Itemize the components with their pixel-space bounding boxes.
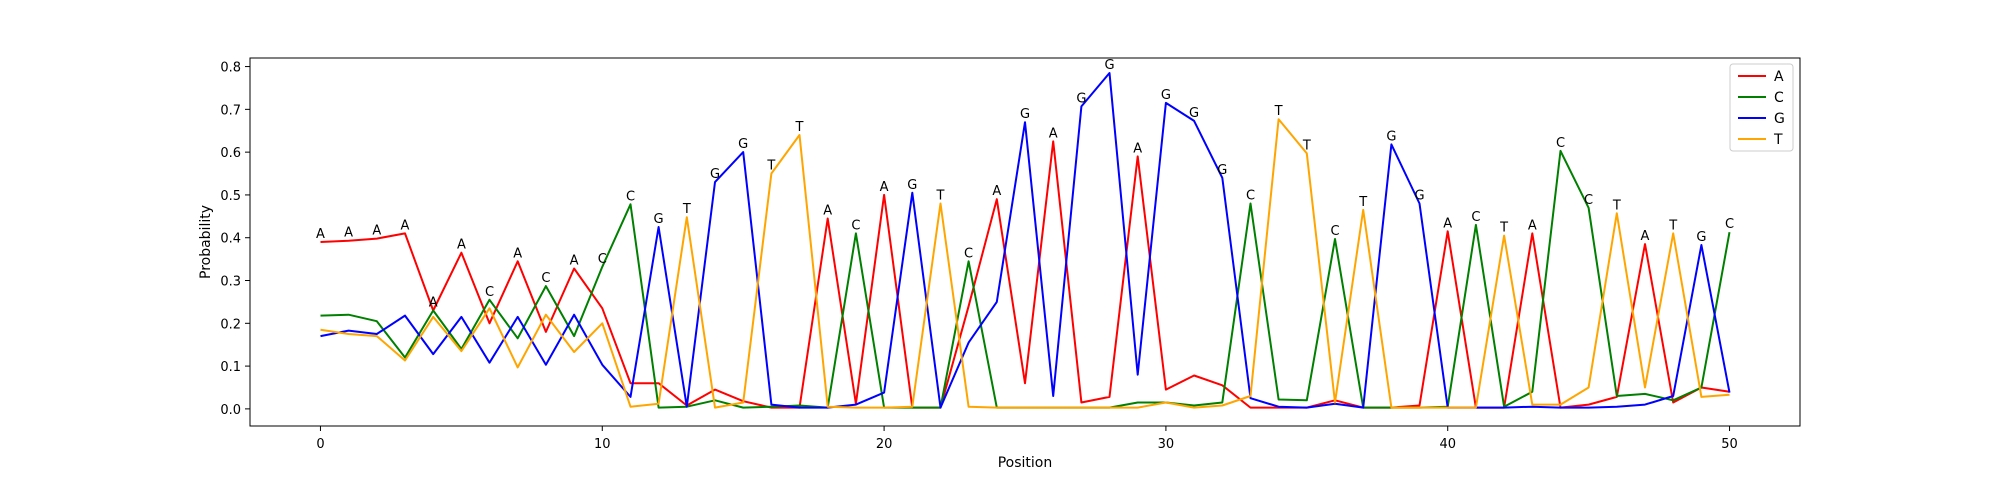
y-tick-label: 0.7 [220, 103, 241, 118]
x-tick-label: 30 [1158, 437, 1175, 452]
x-tick-label: 10 [594, 437, 611, 452]
peak-label: T [1274, 104, 1283, 119]
y-tick-label: 0.4 [220, 232, 241, 247]
y-tick-label: 0.2 [220, 317, 241, 332]
peak-label: C [1725, 217, 1734, 232]
peak-label: C [1330, 224, 1339, 239]
peak-label: G [654, 212, 664, 227]
y-axis-ticks: 0.0 0.1 0.2 0.3 0.4 0.5 0.6 0.7 0.8 [220, 61, 250, 418]
peak-label: C [1471, 210, 1480, 225]
y-tick-label: 0.8 [220, 61, 241, 76]
peak-label: G [1217, 163, 1227, 178]
y-tick-label: 0.1 [220, 360, 241, 375]
peak-label: G [1076, 91, 1086, 106]
x-tick-label: 50 [1721, 437, 1738, 452]
peak-label: C [1246, 189, 1255, 204]
x-tick-label: 20 [876, 437, 893, 452]
peak-label: A [1641, 229, 1650, 244]
peak-label: C [626, 189, 635, 204]
peak-label: A [372, 224, 381, 239]
peak-label: A [880, 180, 889, 195]
peak-label: T [795, 120, 804, 135]
peak-label: A [344, 226, 353, 241]
peak-label: T [1358, 195, 1367, 210]
peak-label: A [992, 184, 1001, 199]
peak-label: A [457, 238, 466, 253]
peak-label: C [851, 218, 860, 233]
peak-label: T [1668, 218, 1677, 233]
peak-label: A [401, 218, 410, 233]
peak-label: C [541, 271, 550, 286]
peak-label: G [1696, 230, 1706, 245]
peak-label: G [1414, 189, 1424, 204]
peak-label: G [1189, 106, 1199, 121]
peak-label: G [907, 178, 917, 193]
peak-label: A [429, 296, 438, 311]
peak-label: T [936, 189, 945, 204]
peak-label: G [1020, 107, 1030, 122]
peak-labels: A A A A A A C A C A C C G T G G T T A C A G T C A G A G G A G G G C T T C T G G… [316, 58, 1734, 311]
peak-label: G [1104, 58, 1114, 73]
peak-label: G [738, 137, 748, 152]
y-tick-label: 0.6 [220, 146, 241, 161]
peak-label: C [964, 246, 973, 261]
x-axis-title: Position [998, 455, 1053, 471]
peak-label: T [1499, 221, 1508, 236]
peak-label: T [766, 159, 775, 174]
peak-label: A [1443, 216, 1452, 231]
y-tick-label: 0.5 [220, 189, 241, 204]
y-tick-label: 0.0 [220, 403, 241, 418]
series-line-T [320, 118, 1730, 409]
legend-label-G: G [1774, 111, 1785, 127]
peak-label: C [598, 252, 607, 267]
peak-label: T [1302, 138, 1311, 153]
peak-label: A [316, 227, 325, 242]
peak-label: G [710, 167, 720, 182]
series-line-G [320, 72, 1731, 409]
peak-label: A [823, 204, 832, 219]
peak-label: G [1386, 129, 1396, 144]
peak-label: A [1133, 141, 1142, 156]
x-tick-label: 40 [1439, 437, 1456, 452]
peak-label: G [1161, 88, 1171, 103]
legend-frame [1729, 63, 1794, 152]
plot-frame [249, 57, 1801, 427]
y-axis-title: Probability [198, 205, 214, 279]
peak-label: A [513, 246, 522, 261]
legend-label-A: A [1774, 69, 1784, 85]
peak-label: T [1612, 198, 1621, 213]
peak-label: C [1556, 136, 1565, 151]
plot-background [250, 58, 1800, 426]
peak-label: C [1584, 193, 1593, 208]
peak-label: C [485, 285, 494, 300]
peak-label: A [570, 254, 579, 269]
x-axis-ticks: 0 10 20 30 40 50 [316, 426, 1738, 452]
peak-label: A [1528, 218, 1537, 233]
peak-label: A [1049, 126, 1058, 141]
peak-label: T [682, 202, 691, 217]
legend-label-T: T [1773, 132, 1783, 148]
x-tick-label: 0 [316, 437, 324, 452]
legend-label-C: C [1774, 90, 1784, 106]
y-tick-label: 0.3 [220, 275, 241, 290]
series-lines [320, 72, 1731, 409]
